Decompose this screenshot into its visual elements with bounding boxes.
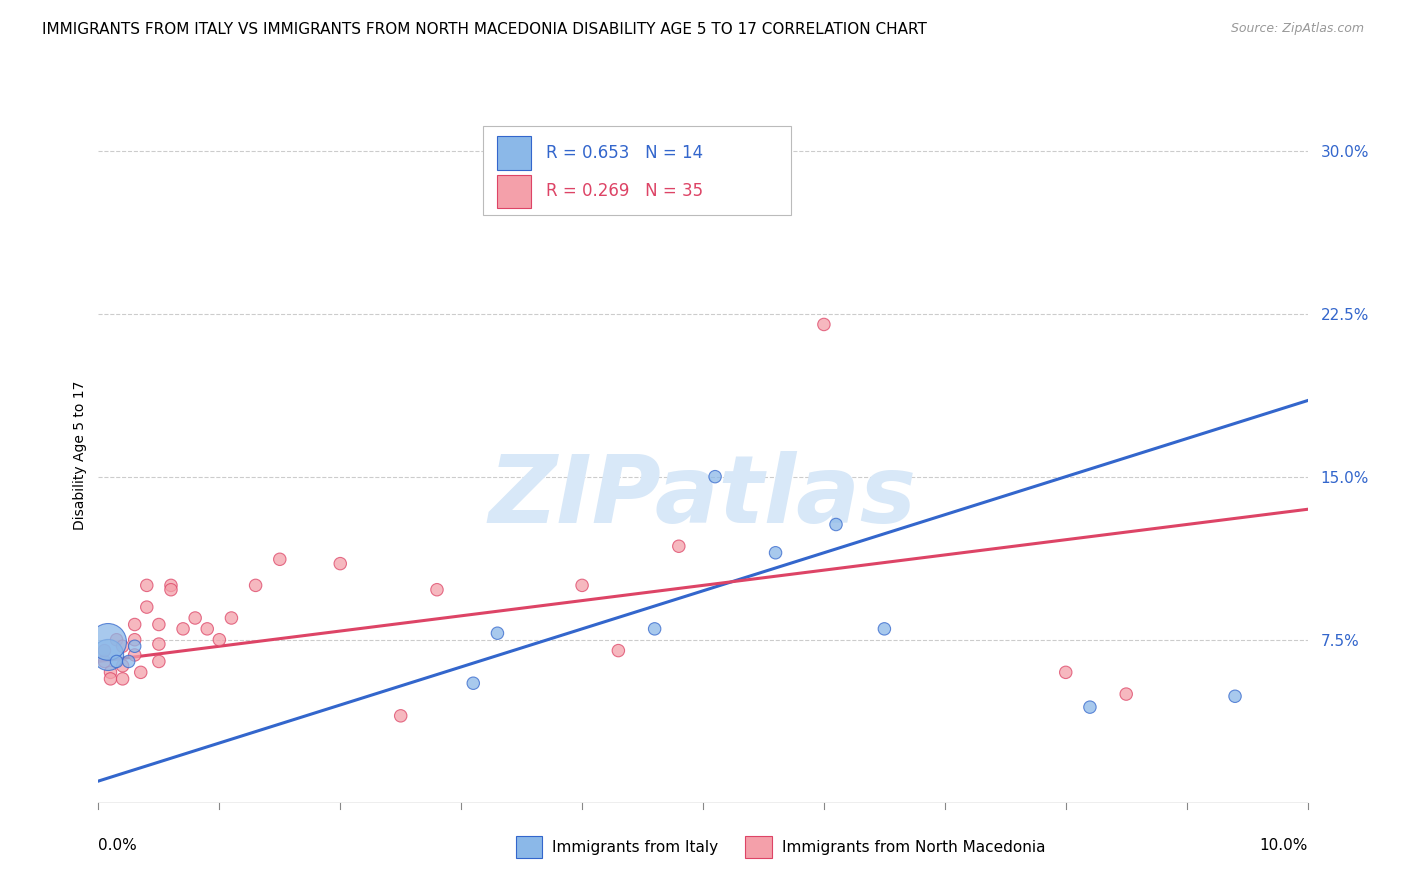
- Point: [1078, 700, 1101, 714]
- Point: [426, 582, 449, 597]
- Point: [160, 578, 183, 592]
- Point: [813, 318, 835, 332]
- Point: [269, 552, 291, 566]
- Point: [135, 578, 157, 592]
- Point: [160, 582, 183, 597]
- Point: [93, 655, 115, 669]
- FancyBboxPatch shape: [745, 836, 772, 858]
- Point: [129, 665, 152, 680]
- Point: [124, 648, 146, 662]
- Point: [463, 676, 485, 690]
- Point: [124, 639, 146, 653]
- Point: [184, 611, 207, 625]
- Text: 0.0%: 0.0%: [98, 838, 138, 853]
- Point: [644, 622, 666, 636]
- Point: [100, 665, 122, 680]
- Point: [389, 708, 412, 723]
- Point: [1115, 687, 1137, 701]
- FancyBboxPatch shape: [482, 126, 792, 215]
- Point: [607, 643, 630, 657]
- Point: [221, 611, 243, 625]
- Point: [148, 655, 170, 669]
- Point: [111, 639, 134, 653]
- Point: [765, 546, 787, 560]
- Point: [1223, 690, 1246, 704]
- Point: [704, 469, 727, 483]
- Point: [105, 655, 128, 669]
- Point: [105, 632, 128, 647]
- Point: [148, 637, 170, 651]
- Point: [148, 617, 170, 632]
- FancyBboxPatch shape: [498, 136, 531, 169]
- Text: Source: ZipAtlas.com: Source: ZipAtlas.com: [1230, 22, 1364, 36]
- Point: [825, 517, 848, 532]
- Text: ZIPatlas: ZIPatlas: [489, 450, 917, 542]
- Point: [111, 672, 134, 686]
- Text: R = 0.269   N = 35: R = 0.269 N = 35: [546, 182, 703, 200]
- Point: [1054, 665, 1077, 680]
- Point: [195, 622, 218, 636]
- Point: [329, 557, 352, 571]
- Point: [873, 622, 896, 636]
- Point: [172, 622, 194, 636]
- Y-axis label: Disability Age 5 to 17: Disability Age 5 to 17: [73, 380, 87, 530]
- Point: [571, 578, 593, 592]
- Point: [208, 632, 231, 647]
- Text: R = 0.653   N = 14: R = 0.653 N = 14: [546, 144, 703, 162]
- Text: IMMIGRANTS FROM ITALY VS IMMIGRANTS FROM NORTH MACEDONIA DISABILITY AGE 5 TO 17 : IMMIGRANTS FROM ITALY VS IMMIGRANTS FROM…: [42, 22, 927, 37]
- FancyBboxPatch shape: [498, 175, 531, 208]
- Point: [97, 648, 120, 662]
- Point: [124, 632, 146, 647]
- FancyBboxPatch shape: [516, 836, 543, 858]
- Point: [486, 626, 509, 640]
- Point: [93, 643, 115, 657]
- Point: [124, 617, 146, 632]
- Point: [111, 658, 134, 673]
- Point: [118, 655, 141, 669]
- Point: [97, 635, 120, 649]
- Point: [135, 600, 157, 615]
- Text: Immigrants from Italy: Immigrants from Italy: [551, 840, 718, 855]
- Text: 10.0%: 10.0%: [1260, 838, 1308, 853]
- Point: [245, 578, 267, 592]
- Point: [668, 539, 690, 553]
- Point: [100, 672, 122, 686]
- Text: Immigrants from North Macedonia: Immigrants from North Macedonia: [782, 840, 1045, 855]
